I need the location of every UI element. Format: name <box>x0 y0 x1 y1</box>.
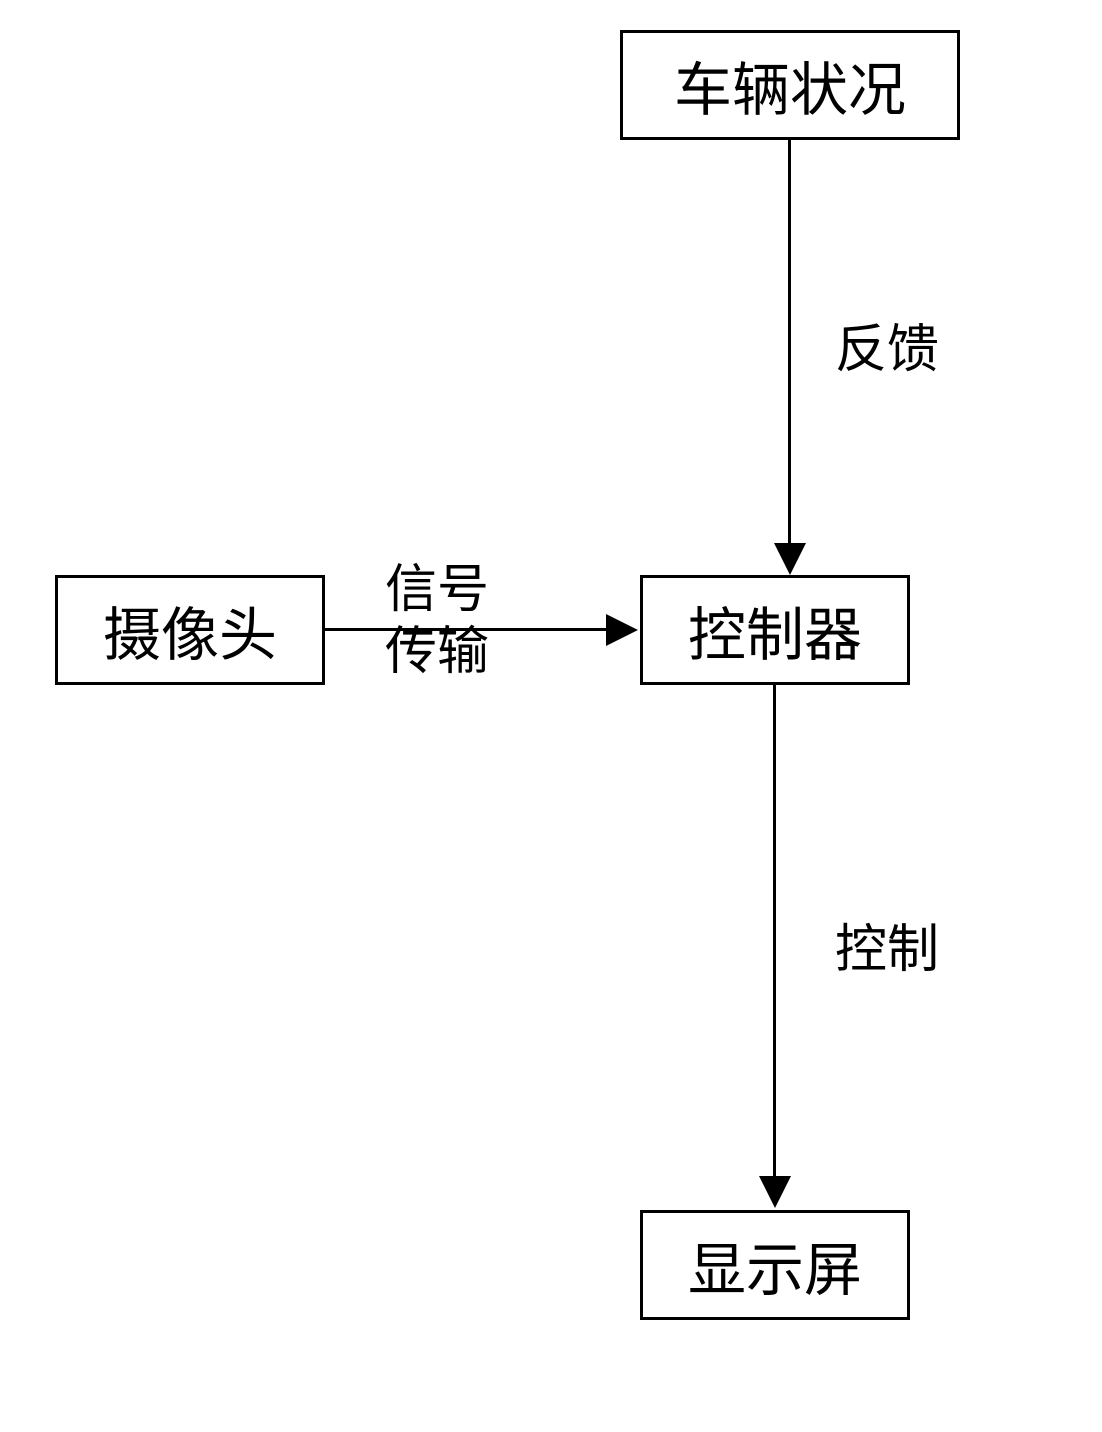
display-label: 显示屏 <box>688 1223 862 1307</box>
vehicle-status-label: 车辆状况 <box>674 43 906 127</box>
controller-node: 控制器 <box>640 575 910 685</box>
edge-controller-to-display-line <box>773 685 776 1178</box>
display-node: 显示屏 <box>640 1210 910 1320</box>
edge-camera-to-controller-arrow-icon <box>606 614 638 646</box>
edge-camera-to-controller-label: 信号 传输 <box>385 560 489 685</box>
camera-node: 摄像头 <box>55 575 325 685</box>
edge-vehicle-to-controller-arrow-icon <box>774 543 806 575</box>
edge-controller-to-display-label: 控制 <box>835 920 939 982</box>
camera-label: 摄像头 <box>103 588 277 672</box>
vehicle-status-node: 车辆状况 <box>620 30 960 140</box>
edge-vehicle-to-controller-line <box>788 140 791 545</box>
controller-label: 控制器 <box>688 588 862 672</box>
edge-controller-to-display-arrow-icon <box>759 1176 791 1208</box>
edge-vehicle-to-controller-label: 反馈 <box>835 320 939 382</box>
